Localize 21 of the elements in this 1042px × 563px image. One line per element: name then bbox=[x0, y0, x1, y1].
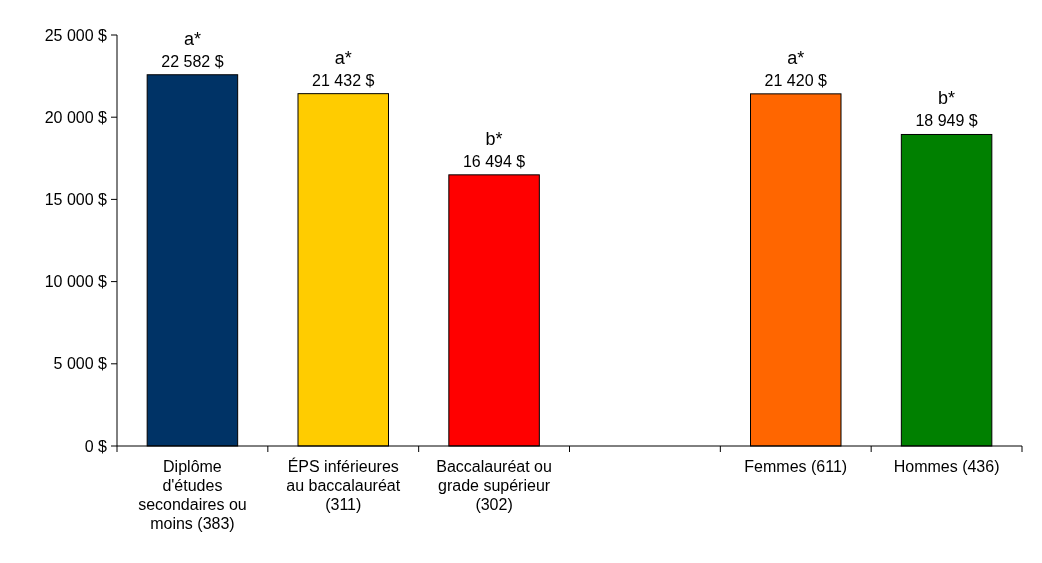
annotation: b* bbox=[485, 128, 503, 149]
x-tick-label: Hommes (436) bbox=[893, 458, 1000, 475]
y-tick-label: 20 000 $ bbox=[44, 108, 108, 126]
data-label: 22 582 $ bbox=[161, 52, 224, 70]
annotation: a* bbox=[787, 47, 805, 68]
data-label: 21 432 $ bbox=[312, 71, 375, 89]
annotation: b* bbox=[938, 88, 956, 109]
x-tick-label: Diplôme d'études secondaires ou moins (383) bbox=[138, 458, 247, 532]
annotation: a* bbox=[334, 47, 352, 68]
annotation: a* bbox=[183, 28, 201, 49]
x-tick-label: Femmes (611) bbox=[744, 458, 848, 475]
x-tick-label: Baccalauréat ou grade supérieur (302) bbox=[436, 458, 552, 513]
y-tick-label: 15 000 $ bbox=[44, 191, 108, 208]
y-tick-label: 25 000 $ bbox=[44, 26, 108, 44]
data-label: 21 420 $ bbox=[764, 71, 827, 89]
y-tick-label: 0 $ bbox=[84, 437, 108, 455]
y-tick-label: 5 000 $ bbox=[53, 355, 108, 373]
y-tick-label: 10 000 $ bbox=[44, 273, 108, 291]
data-label: 18 949 $ bbox=[915, 112, 978, 130]
x-tick-label: ÉPS inférieures au baccalauréat (311) bbox=[286, 457, 401, 513]
data-label: 16 494 $ bbox=[462, 152, 526, 170]
